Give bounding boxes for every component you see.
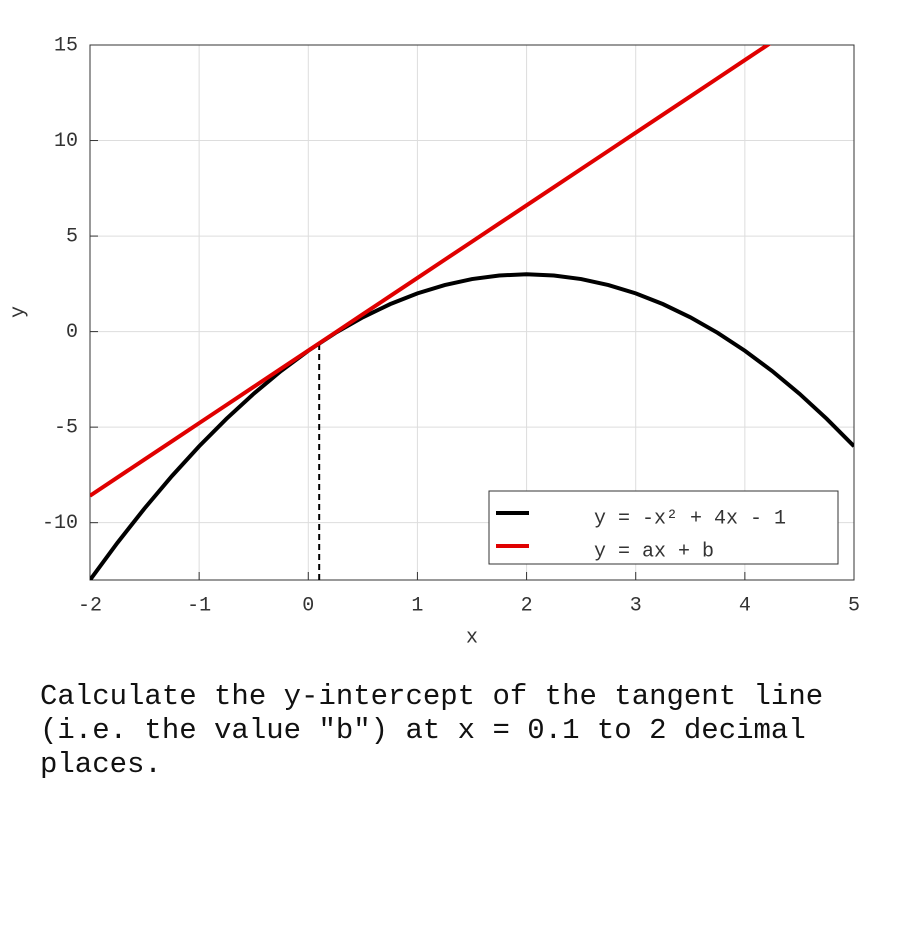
x-tick-label: 5 — [848, 594, 860, 617]
legend-label: y = -x² + 4x - 1 — [594, 507, 786, 530]
legend-box — [488, 490, 839, 565]
x-tick-label: 2 — [521, 594, 533, 617]
y-tick-label: 15 — [54, 34, 78, 57]
x-tick-label: -1 — [187, 594, 211, 617]
y-tick-label: 0 — [66, 321, 78, 344]
y-axis-label: y — [7, 306, 30, 318]
y-tick-label: 10 — [54, 130, 78, 153]
x-tick-label: -2 — [78, 594, 102, 617]
x-tick-label: 0 — [302, 594, 314, 617]
question: Calculate the y-intercept of the tangent… — [40, 680, 824, 781]
series-line — [90, 272, 854, 580]
y-tick-label: -5 — [54, 416, 78, 439]
x-tick-label: 3 — [630, 594, 642, 617]
legend-label: y = ax + b — [594, 540, 714, 563]
series-line — [90, 45, 772, 498]
x-tick-label: 4 — [739, 594, 751, 617]
y-tick-label: -10 — [42, 512, 78, 535]
y-tick-label: 5 — [66, 225, 78, 248]
plot-frame — [89, 44, 855, 581]
plot-lines — [90, 45, 854, 580]
x-tick-label: 1 — [411, 594, 423, 617]
x-axis-label: x — [466, 626, 478, 649]
